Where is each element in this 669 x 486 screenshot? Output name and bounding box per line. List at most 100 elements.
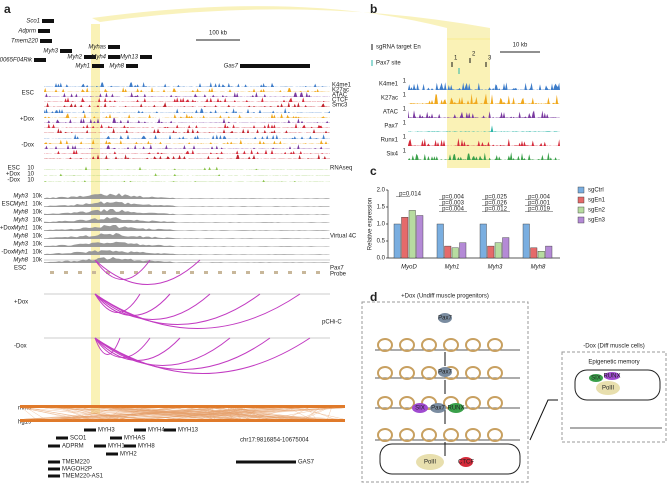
p-value: p=0.004: [528, 195, 551, 201]
y-tick-label: 1.0: [377, 222, 386, 228]
gene-body: [60, 49, 72, 53]
memory-label: Epigenetic memory: [588, 360, 639, 366]
bar: [416, 215, 424, 259]
condition-label: ESC: [2, 202, 15, 208]
pchic-arc: [94, 293, 211, 320]
v4c-scale: 10k: [32, 250, 43, 256]
pchic-arc: [94, 337, 271, 370]
condition-label: +Dox: [0, 226, 14, 232]
track-label: K27ac: [332, 88, 349, 94]
track-label: Virtual 4C: [330, 234, 357, 240]
v4c-signal: [44, 257, 330, 263]
legend-label: sgEn2: [588, 208, 606, 214]
probe: [260, 271, 264, 274]
probe: [148, 271, 152, 274]
condition-label: +Dox: [14, 300, 28, 306]
bar: [530, 247, 538, 259]
probe: [204, 271, 208, 274]
bar: [401, 216, 409, 259]
v4c-signal: [44, 225, 330, 231]
track-signal: [44, 82, 330, 87]
rnaseq-row: +Dox: [6, 172, 20, 178]
probe: [162, 271, 166, 274]
probe: [190, 271, 194, 274]
v4c-signal: [44, 250, 330, 255]
rnaseq-row: ESC: [8, 166, 21, 172]
protein-label: PolII: [424, 460, 436, 466]
bar: [537, 250, 545, 259]
gene-label: Myh3: [43, 49, 58, 55]
v4c-signal: [44, 233, 330, 239]
probe: [246, 271, 250, 274]
p-value: p=0.019: [528, 207, 551, 213]
track-signal: [44, 179, 330, 182]
track-label: Runx1: [381, 138, 399, 144]
protein-label: CTCF: [458, 460, 474, 466]
protein: [430, 403, 446, 413]
v4c-signal: [44, 241, 330, 247]
v4c-scale: 10k: [32, 202, 43, 208]
protein-label: SIX: [591, 376, 601, 382]
synteny-line: [170, 407, 324, 420]
gene-body: [38, 29, 50, 33]
p-value: p=0.012: [485, 207, 508, 213]
gene-label: Myhas: [88, 45, 106, 51]
x-tick-label: Myh1: [445, 265, 460, 271]
y-tick-label: 0.5: [377, 239, 386, 245]
legend-swatch: [577, 216, 585, 224]
site-label: 3: [488, 56, 492, 62]
track-signal: [44, 113, 330, 118]
probe: [92, 271, 96, 274]
site-label: 2: [472, 52, 476, 58]
bar: [479, 223, 487, 259]
protein-label: PolII: [602, 386, 614, 392]
bar: [436, 223, 444, 259]
nucleosome: [465, 366, 481, 380]
condition-label: -Dox: [1, 250, 14, 256]
track-label: Pax7: [384, 124, 398, 130]
bar: [487, 245, 495, 259]
track-signal: [44, 123, 330, 128]
probe: [78, 271, 82, 274]
gene-body: [56, 436, 68, 440]
gene-body: [48, 467, 60, 471]
p-value: p=0.014: [399, 192, 422, 198]
track-label: Smc3: [332, 103, 348, 109]
v4c-signal: [44, 201, 330, 207]
track-signal: [44, 87, 330, 92]
probe: [232, 271, 236, 274]
gene-body: [40, 39, 52, 43]
legend-text: sgRNA target En: [376, 45, 421, 51]
gene-label: 2310065F04Rik: [0, 58, 33, 64]
track-label: ATAC: [332, 93, 348, 99]
protein: [438, 367, 452, 377]
legend-label: sgEn3: [588, 218, 606, 224]
track-label: Six4: [386, 152, 398, 158]
nucleosome: [421, 366, 437, 380]
synteny-line: [24, 407, 146, 420]
nucleosome: [465, 428, 481, 442]
gene-body: [94, 444, 106, 448]
track-scale: 1: [403, 149, 407, 155]
gene-label: MYHAS: [124, 436, 145, 442]
v4c-gene: Myh1: [13, 202, 28, 208]
polii: [596, 381, 620, 395]
legend-swatch: [577, 206, 585, 214]
panel-letter: c: [370, 164, 377, 178]
ctcf: [459, 457, 473, 467]
synteny-line: [289, 407, 311, 420]
track-signal: [44, 154, 330, 159]
gene-label: Myh13: [120, 55, 139, 61]
scale-label: 10 kb: [513, 43, 528, 49]
gene-label: MYH4: [148, 428, 165, 434]
v4c-gene: Myh3: [13, 242, 28, 248]
v4c-gene: Myh8: [13, 234, 28, 240]
probe: [302, 271, 306, 274]
y-tick-label: 0.0: [377, 256, 386, 262]
pchic-arc: [94, 337, 181, 361]
track-signal: [408, 152, 560, 160]
gene-body: [34, 58, 46, 62]
x-tick-label: Myh3: [488, 265, 503, 271]
v4c-signal: [44, 217, 330, 223]
gene-label: MYH8: [138, 444, 155, 450]
